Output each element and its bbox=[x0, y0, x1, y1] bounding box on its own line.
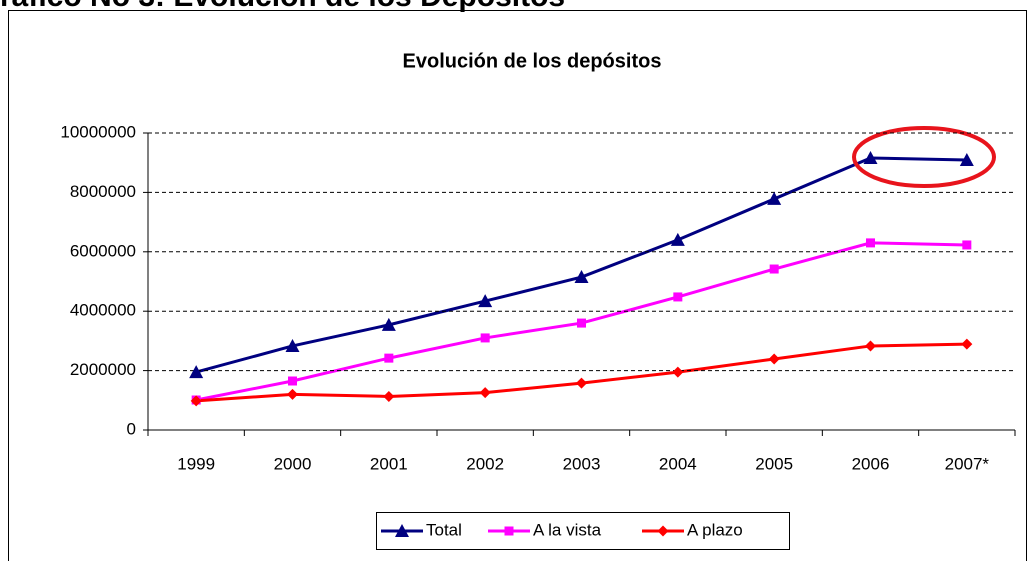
legend-label: A plazo bbox=[687, 520, 743, 539]
series-line bbox=[196, 342, 967, 403]
marker bbox=[657, 525, 669, 537]
x-tick-label: 1999 bbox=[177, 454, 215, 473]
marker bbox=[285, 338, 300, 352]
marker bbox=[478, 294, 493, 308]
x-tick-label: 2000 bbox=[274, 454, 312, 473]
marker bbox=[479, 387, 491, 399]
marker bbox=[190, 395, 202, 407]
chart-frame bbox=[8, 10, 1027, 561]
x-tick-label: 2006 bbox=[852, 454, 890, 473]
y-tick-label: 8000000 bbox=[70, 182, 136, 201]
chart-title: Evolución de los depósitos bbox=[403, 50, 662, 72]
y-tick-label: 0 bbox=[127, 419, 136, 438]
marker bbox=[670, 232, 685, 246]
marker bbox=[288, 376, 297, 386]
marker bbox=[395, 524, 409, 537]
x-tick-label: 2005 bbox=[755, 454, 793, 473]
marker bbox=[961, 338, 973, 350]
marker bbox=[672, 366, 684, 378]
x-tick-label: 2002 bbox=[466, 454, 504, 473]
highlight-ellipse bbox=[852, 126, 996, 188]
y-tick-label: 10000000 bbox=[60, 122, 136, 141]
marker bbox=[287, 388, 298, 400]
marker bbox=[863, 150, 878, 164]
marker bbox=[574, 270, 589, 284]
marker bbox=[769, 264, 779, 274]
marker bbox=[768, 353, 780, 365]
marker bbox=[480, 333, 490, 343]
marker bbox=[189, 365, 204, 379]
marker bbox=[384, 353, 394, 363]
marker bbox=[577, 318, 586, 328]
marker bbox=[504, 526, 514, 536]
legend-label: Total bbox=[426, 520, 462, 539]
marker bbox=[767, 191, 782, 205]
marker bbox=[673, 292, 683, 302]
heading: ráfico No 3: Evolución de los Depósitos bbox=[0, 0, 565, 13]
x-tick-label: 2007* bbox=[945, 454, 990, 473]
marker bbox=[576, 377, 587, 389]
marker bbox=[383, 390, 395, 402]
y-tick-label: 6000000 bbox=[70, 241, 136, 260]
y-tick-label: 4000000 bbox=[70, 301, 136, 320]
marker bbox=[865, 340, 876, 352]
marker bbox=[959, 153, 974, 167]
x-tick-label: 2004 bbox=[659, 454, 697, 473]
legend-box bbox=[376, 512, 790, 550]
marker bbox=[381, 317, 396, 331]
marker bbox=[962, 240, 972, 250]
y-tick-label: 2000000 bbox=[70, 360, 136, 379]
x-tick-label: 2003 bbox=[563, 454, 601, 473]
x-tick-label: 2001 bbox=[370, 454, 408, 473]
legend-label: A la vista bbox=[533, 520, 602, 539]
marker bbox=[866, 238, 875, 248]
series-line bbox=[195, 156, 967, 374]
